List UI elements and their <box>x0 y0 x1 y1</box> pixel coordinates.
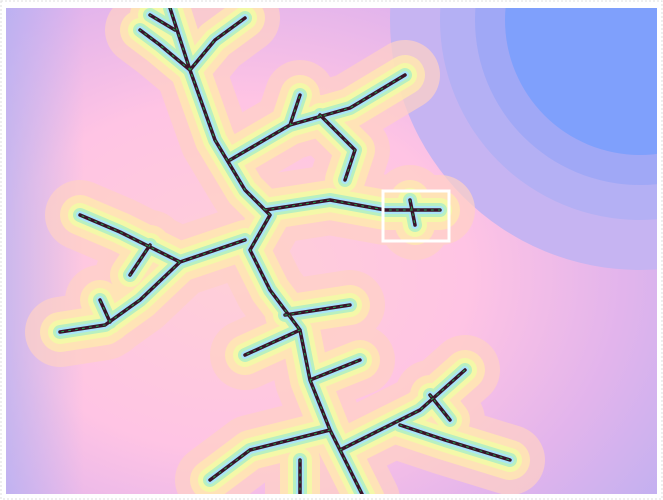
page <box>0 0 663 500</box>
fractal-view <box>0 0 663 500</box>
fractal-image <box>6 0 663 500</box>
